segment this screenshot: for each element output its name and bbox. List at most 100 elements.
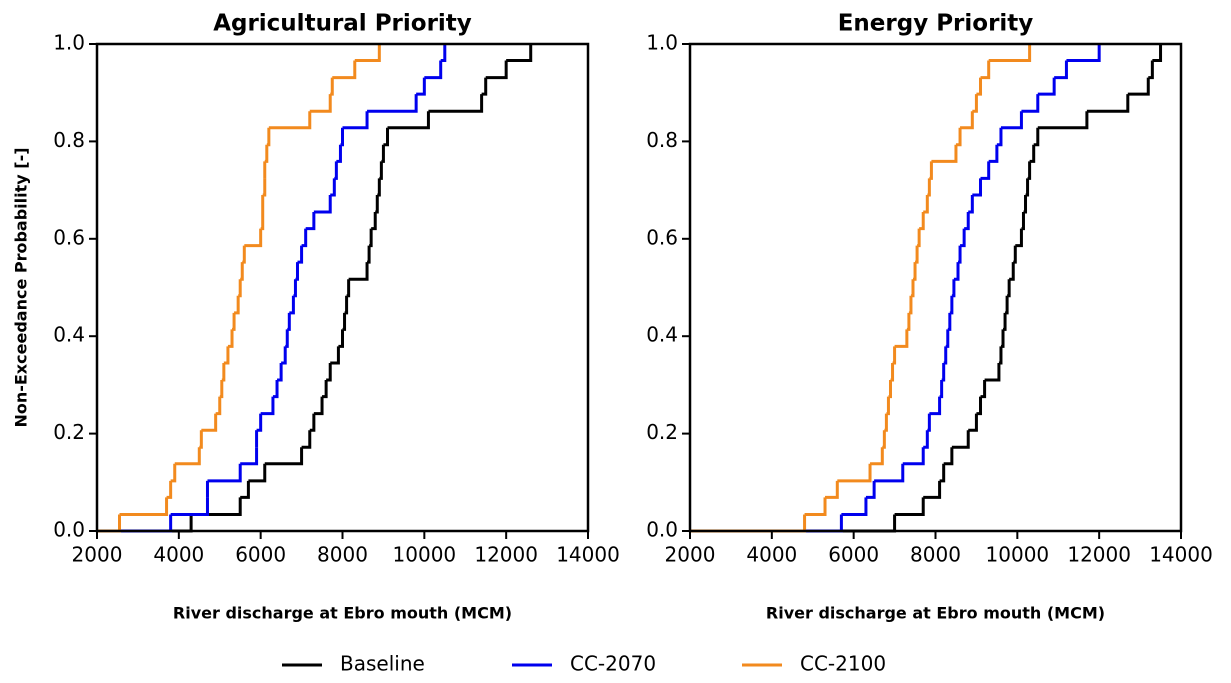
step-segment: [201, 413, 218, 432]
step-segment: [1033, 127, 1040, 147]
step-segment: [1003, 312, 1007, 331]
step-segment: [244, 228, 263, 248]
step-segment: [481, 77, 488, 96]
step-segment: [943, 346, 948, 365]
x-tick-label: 14000: [1149, 543, 1213, 567]
x-tick-label: 8000: [910, 543, 961, 567]
step-segment: [238, 279, 242, 298]
step-segment: [1152, 44, 1163, 63]
legend-label: CC-2070: [570, 652, 656, 676]
step-segment: [285, 329, 289, 348]
x-tick-label: 10000: [393, 543, 457, 567]
step-segment: [1021, 212, 1025, 231]
step-segment: [326, 362, 332, 382]
step-segment: [485, 60, 508, 80]
step-segment: [923, 194, 929, 214]
step-segment: [119, 497, 169, 516]
x-tick-label: 4000: [746, 543, 797, 567]
step-segment: [1000, 329, 1005, 348]
step-segment: [892, 346, 897, 365]
step-segment: [1037, 111, 1089, 130]
y-tick-label: 1.0: [53, 31, 85, 55]
step-segment: [870, 447, 884, 466]
step-segment: [166, 480, 173, 499]
step-segment: [223, 346, 230, 365]
step-segment: [915, 245, 919, 264]
step-segment: [342, 312, 347, 331]
step-segment: [170, 463, 177, 483]
step-segment: [383, 127, 390, 147]
step-segment: [272, 380, 279, 399]
step-segment: [256, 413, 263, 432]
step-segment: [919, 212, 925, 231]
step-segment: [242, 245, 246, 264]
plot-area: [97, 44, 588, 531]
step-segment: [951, 279, 956, 298]
step-segment: [174, 447, 201, 466]
step-segment: [1015, 228, 1023, 248]
step-segment: [968, 194, 974, 214]
step-segment: [1013, 245, 1017, 264]
step-segment: [371, 212, 377, 231]
y-axis-label: Non-Exceedance Probability [-]: [12, 147, 31, 427]
step-segment: [988, 44, 1032, 63]
step-segment: [923, 430, 929, 449]
step-segment: [929, 161, 933, 180]
step-segment: [207, 463, 242, 483]
step-segment: [346, 279, 351, 298]
y-tick-label: 0.8: [646, 128, 678, 152]
step-segment: [377, 178, 381, 197]
x-tick-label: 4000: [153, 543, 204, 567]
step-segment: [313, 396, 324, 416]
step-segment: [367, 245, 371, 264]
step-segment: [305, 212, 316, 231]
y-tick-label: 1.0: [646, 31, 678, 55]
step-segment: [941, 362, 946, 382]
step-segment: [262, 178, 267, 197]
step-segment: [379, 161, 383, 180]
step-segment: [958, 245, 962, 264]
step-segment: [953, 262, 960, 281]
step-segment: [1127, 77, 1150, 96]
step-segment: [894, 497, 925, 516]
step-segment: [943, 447, 954, 466]
step-segment: [340, 127, 344, 147]
step-segment: [964, 212, 970, 231]
step-segment: [927, 178, 931, 197]
step-segment: [330, 178, 336, 197]
step-segment: [260, 212, 265, 231]
step-segment: [313, 194, 332, 214]
step-segment: [416, 77, 426, 96]
step-segment: [1054, 60, 1068, 80]
x-tick-label: 2000: [72, 543, 123, 567]
step-segment: [951, 430, 970, 449]
step-segment: [976, 77, 983, 96]
step-segment: [980, 161, 991, 180]
x-axis-label: River discharge at Ebro mouth (MCM): [173, 604, 512, 623]
step-segment: [348, 262, 369, 281]
step-segment: [332, 60, 357, 80]
step-segment: [865, 480, 876, 499]
step-segment: [998, 346, 1003, 365]
step-segment: [931, 144, 958, 163]
step-segment: [170, 497, 209, 516]
step-segment: [264, 447, 304, 466]
step-segment: [266, 127, 271, 147]
y-tick-label: 0.2: [646, 420, 678, 444]
step-segment: [1000, 111, 1023, 130]
step-segment: [354, 44, 381, 63]
step-segment: [301, 430, 312, 449]
step-segment: [949, 295, 954, 315]
step-segment: [344, 295, 349, 315]
step-segment: [960, 228, 966, 248]
legend-label: Baseline: [340, 652, 425, 676]
step-segment: [309, 413, 316, 432]
step-segment: [330, 346, 340, 365]
step-segment: [330, 77, 334, 96]
step-segment: [268, 111, 312, 130]
step-segment: [309, 94, 332, 113]
step-segment: [923, 480, 942, 499]
step-segment: [902, 447, 925, 466]
x-tick-label: 12000: [474, 543, 538, 567]
step-segment: [939, 463, 946, 483]
